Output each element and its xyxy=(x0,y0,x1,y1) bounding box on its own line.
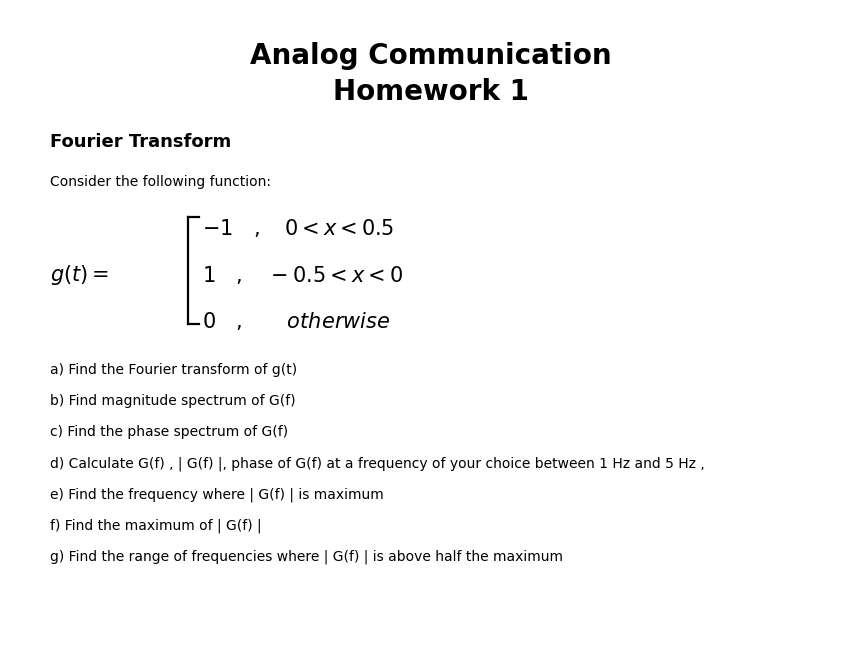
Text: f) Find the maximum of | G(f) |: f) Find the maximum of | G(f) | xyxy=(50,518,262,533)
Text: $g\left(t\right)=$: $g\left(t\right)=$ xyxy=(50,263,109,288)
Text: g) Find the range of frequencies where | G(f) | is above half the maximum: g) Find the range of frequencies where |… xyxy=(50,550,563,564)
Text: Consider the following function:: Consider the following function: xyxy=(50,175,271,189)
Text: d) Calculate G(f) , | G(f) |, phase of G(f) at a frequency of your choice betwee: d) Calculate G(f) , | G(f) |, phase of G… xyxy=(50,456,704,470)
Text: b) Find magnitude spectrum of G(f): b) Find magnitude spectrum of G(f) xyxy=(50,394,295,408)
Text: a) Find the Fourier transform of g(t): a) Find the Fourier transform of g(t) xyxy=(50,363,297,377)
Text: Fourier Transform: Fourier Transform xyxy=(50,133,232,151)
Text: $-1\quad ,\quad 0 < x < 0.5$: $-1\quad ,\quad 0 < x < 0.5$ xyxy=(202,217,394,239)
Text: Analog Communication
Homework 1: Analog Communication Homework 1 xyxy=(250,42,611,106)
Text: c) Find the phase spectrum of G(f): c) Find the phase spectrum of G(f) xyxy=(50,425,288,439)
Text: e) Find the frequency where | G(f) | is maximum: e) Find the frequency where | G(f) | is … xyxy=(50,487,384,502)
Text: $1\quad ,\quad -0.5 < x < 0$: $1\quad ,\quad -0.5 < x < 0$ xyxy=(202,264,403,286)
Text: $0\quad ,\qquad \mathit{otherwise}$: $0\quad ,\qquad \mathit{otherwise}$ xyxy=(202,310,391,332)
